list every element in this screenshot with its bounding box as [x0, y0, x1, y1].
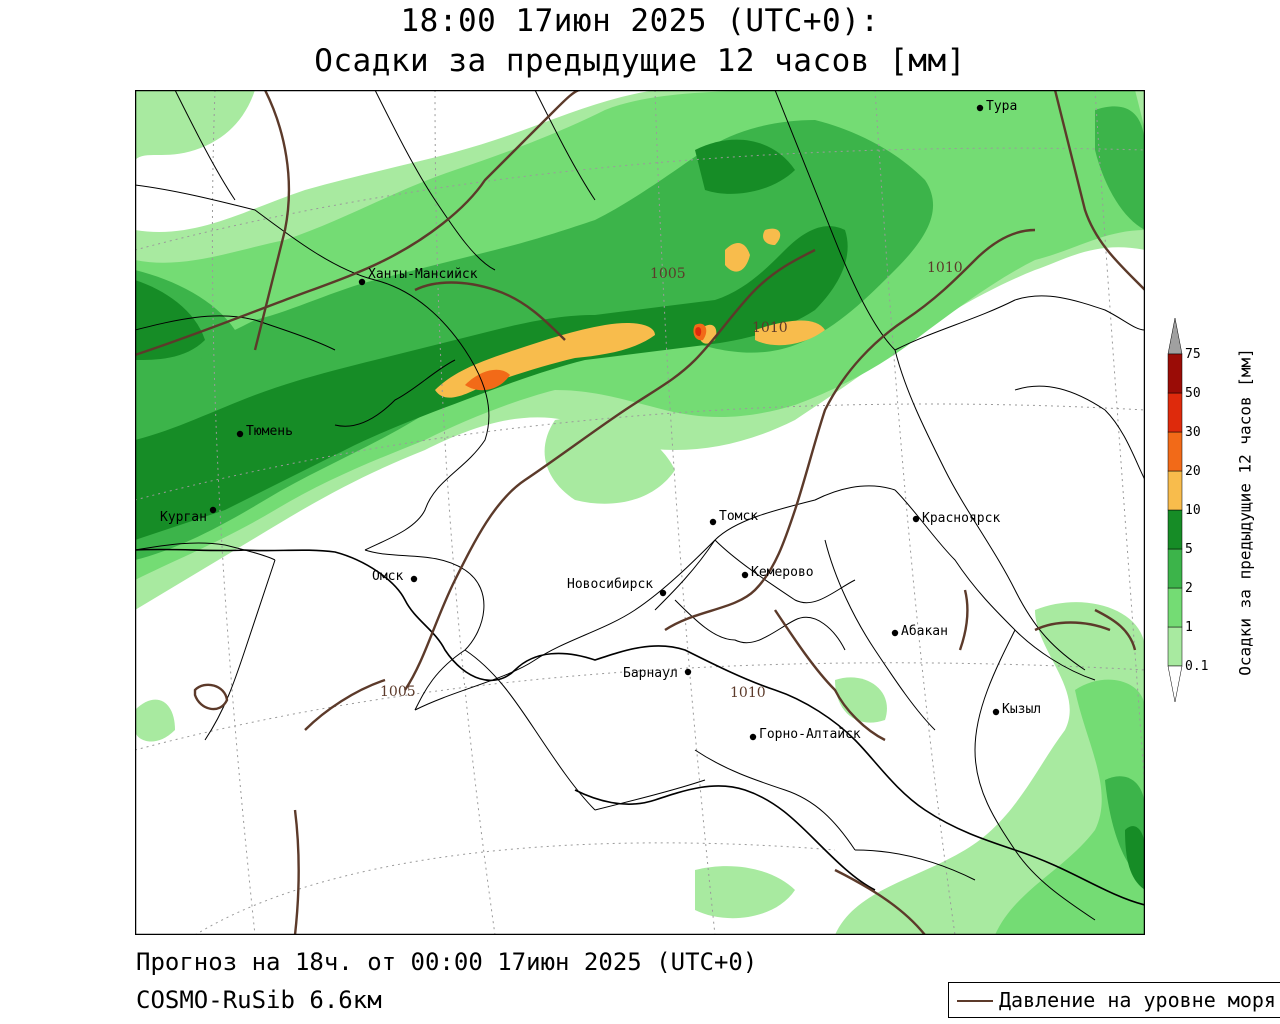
- city-tomsk: Томск: [709, 509, 758, 526]
- svg-text:Кемерово: Кемерово: [751, 565, 814, 580]
- colorbar-tick-label: 75: [1185, 347, 1201, 362]
- svg-text:Красноярск: Красноярск: [922, 511, 1000, 526]
- colorbar-tick-label: 0.1: [1185, 659, 1208, 674]
- colorbar-segment: [1167, 548, 1183, 589]
- precipitation-colorbar: 0.1 1 2 5 10 20 30 50 75: [1167, 317, 1208, 703]
- isobar-label: 1010: [927, 260, 963, 276]
- isobar-label: 1005: [380, 684, 416, 700]
- svg-text:Омск: Омск: [372, 569, 403, 584]
- isobar-line: [293, 809, 300, 935]
- isobar-line: [193, 683, 229, 711]
- colorbar-segment: [1167, 431, 1183, 472]
- isobar-line: [774, 609, 886, 742]
- city-barnaul: Барнаул: [623, 666, 692, 681]
- isobar-line: [1034, 621, 1111, 632]
- colorbar-segment: [1167, 509, 1183, 550]
- isobar-line: [135, 90, 581, 357]
- pressure-legend-label: Давление на уровне моря: [999, 988, 1276, 1012]
- colorbar-segment: [1167, 587, 1183, 628]
- colorbar-tick-label: 10: [1185, 503, 1201, 518]
- svg-text:Тура: Тура: [986, 99, 1017, 114]
- cities: Тура Ханты-Мансийск Тюмень Курган Омск Н…: [160, 99, 1041, 742]
- isobar-line: [834, 868, 926, 935]
- isobar-labels: 1005 1010 1010 1005 1010: [380, 260, 963, 701]
- svg-text:Новосибирск: Новосибирск: [567, 577, 653, 592]
- isobar-label: 1010: [752, 320, 788, 336]
- svg-text:Ханты-Мансийск: Ханты-Мансийск: [368, 267, 478, 282]
- svg-text:Тюмень: Тюмень: [246, 424, 293, 439]
- isobar-label: 1010: [730, 685, 766, 701]
- svg-text:Кызыл: Кызыл: [1002, 702, 1041, 717]
- colorbar-title: Осадки за предыдущие 12 часов [мм]: [1235, 348, 1255, 676]
- city-kyzyl: Кызыл: [992, 702, 1041, 717]
- isobar-line: [253, 90, 291, 351]
- isobar-line: [304, 678, 386, 731]
- city-khanty-mansiysk: Ханты-Мансийск: [358, 267, 478, 286]
- precipitation-field: [135, 90, 1145, 935]
- isobars: [135, 90, 1145, 935]
- title-line-2: Осадки за предыдущие 12 часов [мм]: [314, 43, 966, 79]
- isobar-line: [1094, 608, 1137, 651]
- svg-text:Томск: Томск: [719, 509, 758, 524]
- country-border: [135, 548, 1145, 906]
- colorbar-segment: [1167, 353, 1183, 394]
- colorbar-segment: [1167, 470, 1183, 511]
- isobar-line: [1053, 90, 1145, 291]
- city-abakan: Абакан: [891, 624, 948, 639]
- svg-text:Курган: Курган: [160, 510, 207, 525]
- city-kurgan: Курган: [160, 506, 217, 525]
- colorbar-tick-label: 5: [1185, 542, 1193, 557]
- city-tyumen: Тюмень: [236, 424, 293, 439]
- colorbar-tick-label: 2: [1185, 581, 1193, 596]
- city-tura: Тура: [976, 99, 1017, 114]
- pressure-legend: Давление на уровне моря: [948, 982, 1280, 1018]
- city-novosibirsk: Новосибирск: [567, 577, 667, 597]
- graticule: [135, 90, 1145, 935]
- isobar-line: [958, 589, 969, 651]
- colorbar-tick-label: 50: [1185, 386, 1201, 401]
- colorbar-min-triangle: [1167, 665, 1183, 703]
- isobar-line: [664, 228, 1036, 631]
- city-omsk: Омск: [372, 569, 418, 584]
- svg-text:Горно-Алтайск: Горно-Алтайск: [759, 727, 861, 742]
- colorbar-tick-label: 1: [1185, 620, 1193, 635]
- city-kemerovo: Кемерово: [741, 565, 814, 580]
- isobar-line: [404, 248, 816, 691]
- admin-borders: [135, 90, 1145, 921]
- colorbar-max-triangle: [1167, 317, 1183, 355]
- city-gorno-altaysk: Горно-Алтайск: [749, 727, 861, 742]
- precipitation-map: 1005 1010 1010 1005 1010 Тура Ханты-Манс…: [135, 90, 1145, 935]
- colorbar-tick-label: 30: [1185, 425, 1201, 440]
- map-frame: [135, 90, 1145, 935]
- colorbar-segment: [1167, 626, 1183, 667]
- city-krasnoyarsk: Красноярск: [912, 511, 1000, 526]
- colorbar-segment: [1167, 392, 1183, 433]
- model-name: COSMO-RuSib 6.6км: [136, 986, 382, 1014]
- colorbar-tick-label: 20: [1185, 464, 1201, 479]
- pressure-legend-line: [957, 1000, 993, 1002]
- title-line-1: 18:00 17июн 2025 (UTC+0):: [400, 3, 880, 39]
- forecast-text: Прогноз на 18ч. от 00:00 17июн 2025 (UTC…: [136, 948, 758, 976]
- svg-text:Абакан: Абакан: [901, 624, 948, 639]
- isobar-line: [414, 281, 566, 341]
- isobar-label: 1005: [650, 266, 686, 282]
- svg-text:Барнаул: Барнаул: [623, 666, 678, 681]
